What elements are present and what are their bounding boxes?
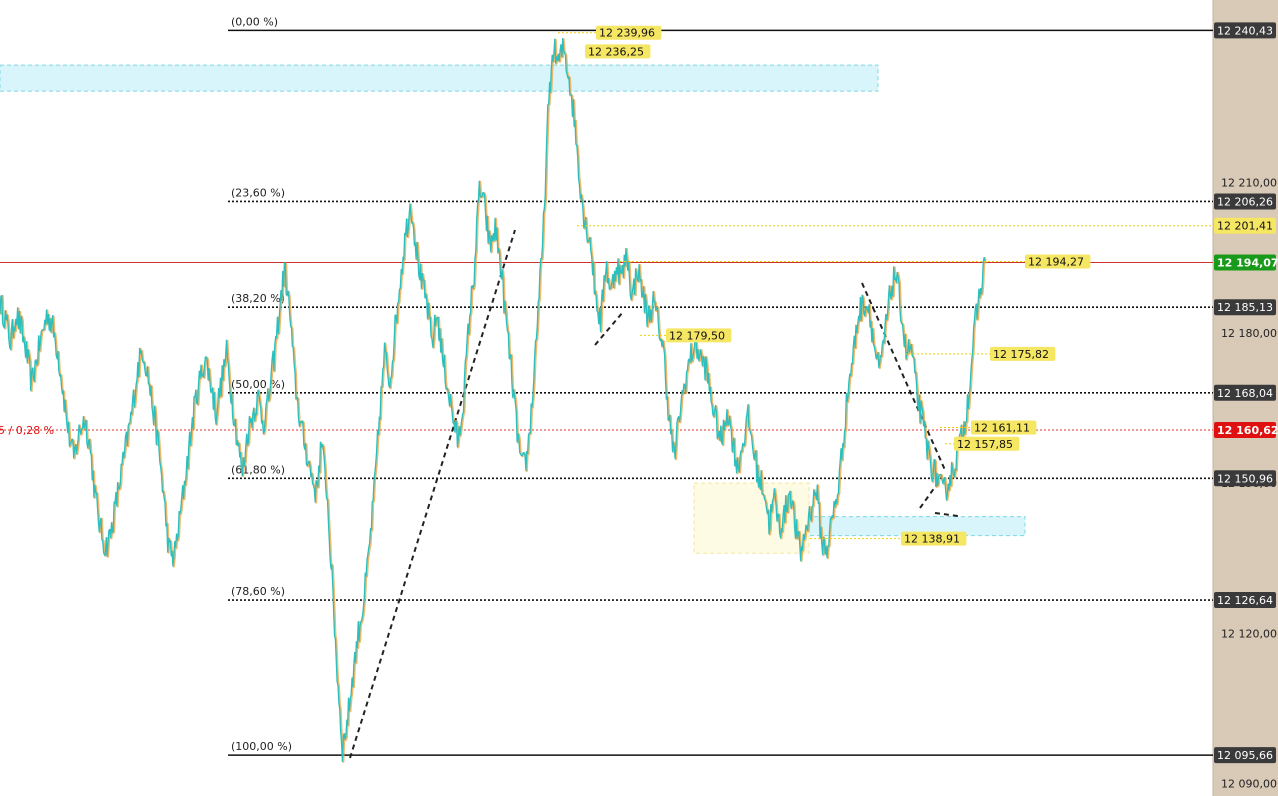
axis-tick-label: 12 180,00 xyxy=(1221,327,1277,340)
fib-price-badge-bg xyxy=(1214,22,1276,39)
series-layer xyxy=(0,37,987,763)
annotation-badge xyxy=(990,346,1056,361)
annotations-layer: 12 239,96 12 236,25 12 194,27 12 179,50 12 1… xyxy=(558,25,1213,546)
trend-line-2 xyxy=(861,282,946,471)
fib-price-badge-bg xyxy=(1214,470,1276,487)
fib-price-badge: 12 206,26 xyxy=(1217,195,1273,208)
annotation-label: 12 179,50 xyxy=(669,329,725,342)
axis-marker-badge: 12 201,41 xyxy=(1217,220,1273,233)
axis-tick-label: 12 120,00 xyxy=(1221,627,1277,640)
fib-price-badge-bg xyxy=(1214,384,1276,401)
trend-line-1 xyxy=(594,311,624,346)
zone-resistance xyxy=(0,64,879,92)
annotation-label: 12 239,96 xyxy=(599,27,655,40)
plot-background xyxy=(0,0,1213,796)
fib-price-badge: 12 095,66 xyxy=(1217,749,1273,762)
change-label: 5 / 0,28 % xyxy=(0,424,54,437)
fib-price-badge-bg xyxy=(1214,592,1276,609)
annotation-label: 12 157,85 xyxy=(957,438,1013,451)
fib-price-badge: 12 185,13 xyxy=(1217,301,1273,314)
series-line xyxy=(0,37,986,762)
fib-ratio-label: (61,80 %) xyxy=(231,463,285,476)
annotation-badge xyxy=(971,420,1037,435)
axis-tick-label: 12 090,00 xyxy=(1221,777,1277,790)
annotation-badge xyxy=(596,25,662,40)
reference-price-badge: 12 160,62 xyxy=(1217,424,1278,437)
fib-price-badge-bg xyxy=(1214,193,1276,210)
fib-price-badge: 12 126,64 xyxy=(1217,594,1273,607)
annotation-badge xyxy=(954,436,1020,451)
fib-ratio-label: (50,00 %) xyxy=(231,378,285,391)
fib-price-badge: 12 150,96 xyxy=(1217,472,1273,485)
series-shadow-line xyxy=(0,38,987,763)
annotation-badge xyxy=(901,531,967,546)
annotation-label: 12 175,82 xyxy=(993,348,1049,361)
annotation-label: 12 161,11 xyxy=(974,421,1030,434)
fib-ratio-label: (0,00 %) xyxy=(231,15,278,28)
annotation-badge xyxy=(1025,254,1091,269)
fib-ratio-label: (100,00 %) xyxy=(231,740,292,753)
reference-price-badge-bg xyxy=(1214,421,1276,438)
annotation-label: 12 138,91 xyxy=(904,533,960,546)
fib-ratio-label: (38,20 %) xyxy=(231,292,285,305)
trend-line-4 xyxy=(934,512,959,517)
annotation-badge xyxy=(585,44,651,59)
fib-ratio-label: (78,60 %) xyxy=(231,585,285,598)
zones-layer xyxy=(0,64,1026,554)
current-price-badge-bg xyxy=(1214,254,1276,271)
axis-tick-label: 12 210,00 xyxy=(1221,177,1277,190)
trend-line-0 xyxy=(349,229,516,759)
fib-ratio-label: (23,60 %) xyxy=(231,186,285,199)
current-price-badge: 12 194,07 xyxy=(1217,256,1278,269)
fib-price-badge-bg xyxy=(1214,299,1276,316)
annotation-label: 12 236,25 xyxy=(588,45,644,58)
annotation-badge xyxy=(666,328,732,343)
annotation-label: 12 194,27 xyxy=(1028,255,1084,268)
fibonacci-layer: (0,00 %) (23,60 %) (38,20 %) (50,00 %) (61,8… xyxy=(0,15,1213,756)
fib-price-badge-bg xyxy=(1214,747,1276,764)
fib-price-badge: 12 240,43 xyxy=(1217,24,1273,37)
axis-marker-badge-bg xyxy=(1214,217,1276,234)
fib-price-badge: 12 168,04 xyxy=(1217,387,1273,400)
